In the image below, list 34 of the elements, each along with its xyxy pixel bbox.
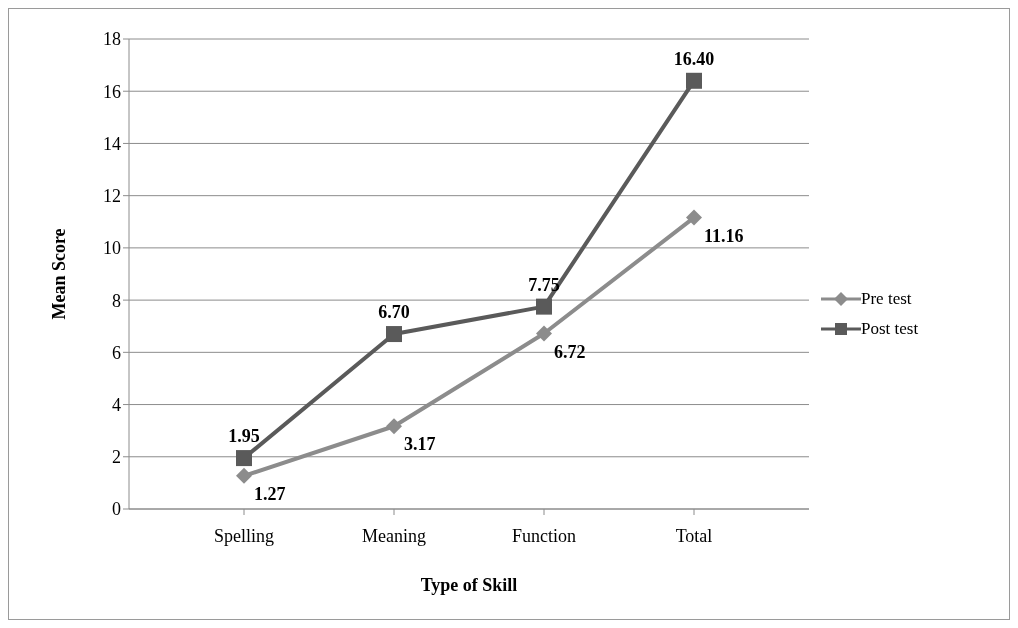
data-label: 6.72 <box>554 341 586 362</box>
data-label: 16.40 <box>673 48 715 69</box>
point <box>236 450 252 467</box>
point <box>236 467 252 484</box>
point <box>686 209 702 226</box>
x-axis-title: Type of Skill <box>420 575 518 595</box>
point <box>386 418 402 435</box>
data-label: 11.16 <box>704 225 744 246</box>
point <box>536 298 552 315</box>
x-tick-label: Meaning <box>362 525 426 546</box>
legend-label: Pre test <box>861 289 912 309</box>
point <box>686 72 702 89</box>
y-tick-label: 6 <box>112 342 121 363</box>
point <box>536 325 552 342</box>
y-tick-label: 2 <box>112 447 121 468</box>
x-tick-label: Spelling <box>213 525 275 546</box>
y-tick-label: 10 <box>103 238 121 259</box>
y-axis-title: Mean Score <box>49 228 70 320</box>
data-label: 1.27 <box>254 483 286 504</box>
y-tick-label: 14 <box>103 133 121 154</box>
data-label: 1.95 <box>228 426 260 447</box>
data-label: 7.75 <box>528 274 560 295</box>
y-tick-label: 0 <box>112 499 121 520</box>
y-tick-label: 18 <box>103 29 121 50</box>
y-tick-label: 8 <box>112 290 121 311</box>
data-label: 6.70 <box>378 302 410 323</box>
point <box>386 326 402 343</box>
x-tick-label: Total <box>675 525 713 546</box>
y-tick-label: 16 <box>103 81 121 102</box>
legend-label: Post test <box>861 319 919 339</box>
y-tick-label: 12 <box>103 186 121 207</box>
x-tick-label: Function <box>511 525 577 546</box>
y-tick-label: 4 <box>112 394 121 415</box>
data-label: 3.17 <box>404 434 436 455</box>
